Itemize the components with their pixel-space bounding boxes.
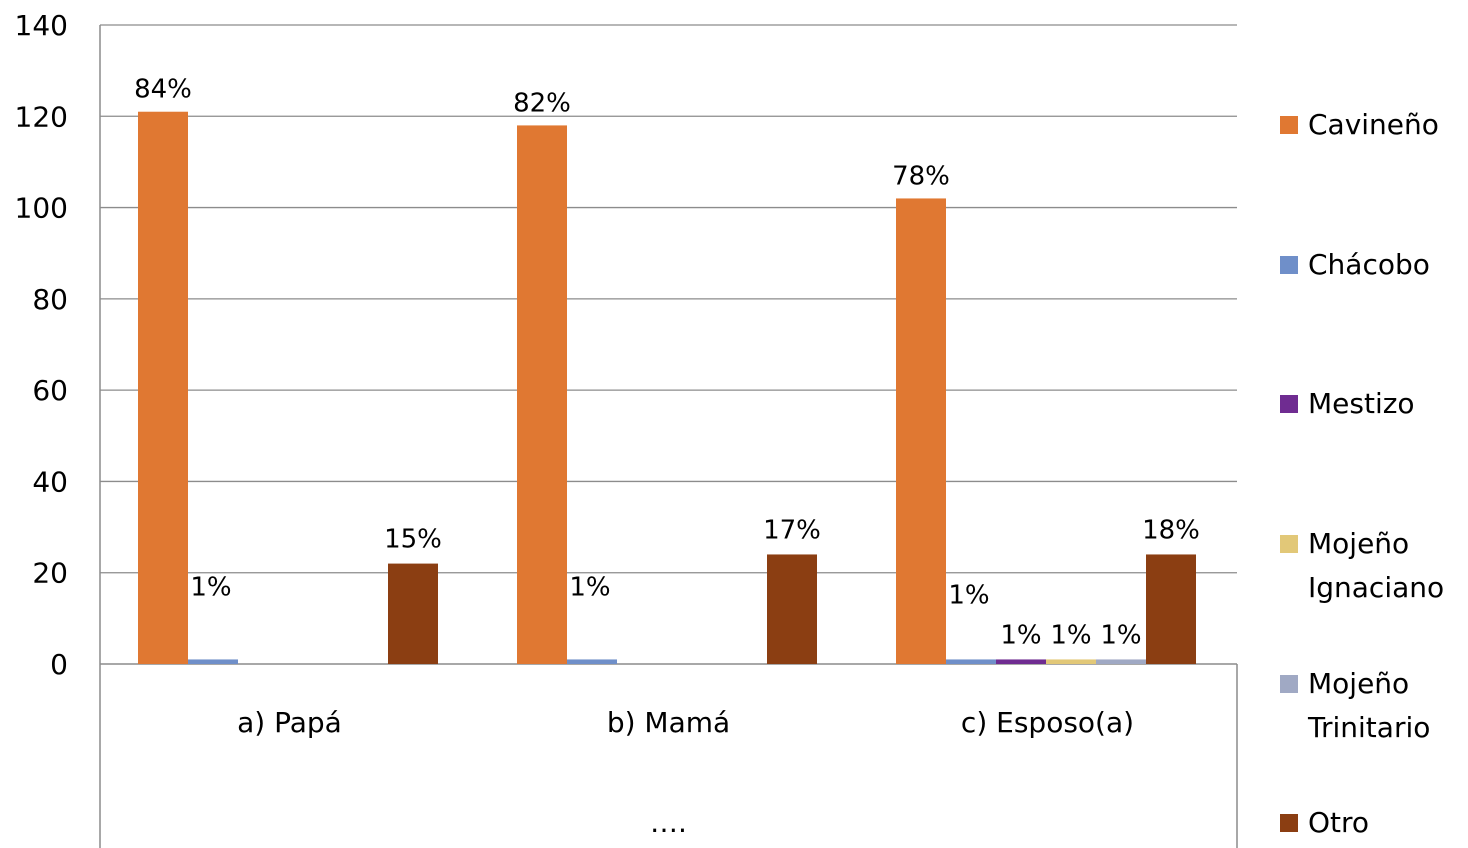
data-label: 15% [384,525,442,555]
bar-mojeño-ignaciano-2 [1046,659,1096,664]
bar-cavineño-1 [517,125,567,664]
legend-swatch [1280,814,1298,832]
y-tick-label: 80 [32,283,68,316]
bar-chácobo-1 [567,659,617,664]
legend-label: Otro [1308,806,1369,839]
data-label: 82% [513,88,571,118]
legend-label: Mojeño [1308,667,1409,700]
data-label: 78% [892,161,950,191]
bar-otro-1 [767,554,817,664]
y-tick-label: 140 [15,9,68,42]
data-label: 1% [1050,620,1091,650]
bars [138,111,1196,664]
bar-cavineño-2 [896,198,946,664]
legend-swatch [1280,116,1298,134]
bar-otro-0 [388,563,438,664]
bar-cavineño-0 [138,111,188,664]
y-tick-label: 20 [32,557,68,590]
legend-swatch [1280,256,1298,274]
bar-otro-2 [1146,554,1196,664]
bar-mestizo-2 [996,659,1046,664]
data-label: 1% [1000,620,1041,650]
legend: Cavineño Chácobo Mestizo Mojeño Ignaciano Moj… [1280,108,1444,839]
y-tick-label: 60 [32,374,68,407]
y-tick-label: 100 [15,192,68,225]
x-category-label: c) Esposo(a) [961,706,1134,739]
data-label: 1% [948,580,989,610]
y-tick-label: 120 [15,100,68,133]
y-tick-label: 40 [32,465,68,498]
legend-label: Mojeño [1308,527,1409,560]
data-labels: 84% 82% 78% 1% 1% 1% 1% 1% 1% 15% 17% 18% [134,75,1200,651]
legend-label: Trinitario [1307,711,1430,744]
legend-label: Chácobo [1308,248,1430,281]
legend-label: Cavineño [1308,108,1439,141]
legend-label: Ignaciano [1308,571,1444,604]
x-axis-categories: a) Papá b) Mamá c) Esposo(a) …. [237,706,1134,839]
data-label: 84% [134,75,192,105]
legend-swatch [1280,395,1298,413]
y-tick-label: 0 [50,648,68,681]
bar-mojeño-trinitario-2 [1096,659,1146,664]
data-label: 18% [1142,515,1200,545]
legend-label: Mestizo [1308,387,1415,420]
bar-chácobo-0 [188,659,238,664]
x-category-label: a) Papá [237,706,342,739]
x-group-label: …. [650,806,687,839]
data-label: 1% [190,572,231,602]
legend-swatch [1280,675,1298,693]
data-label: 1% [1100,620,1141,650]
data-label: 17% [763,515,821,545]
gridlines [100,24,1237,574]
y-axis-ticks: 0 20 40 60 80 100 120 140 [15,9,68,681]
legend-swatch [1280,535,1298,553]
x-category-label: b) Mamá [607,706,730,739]
data-label: 1% [569,572,610,602]
bar-chácobo-2 [946,659,996,664]
